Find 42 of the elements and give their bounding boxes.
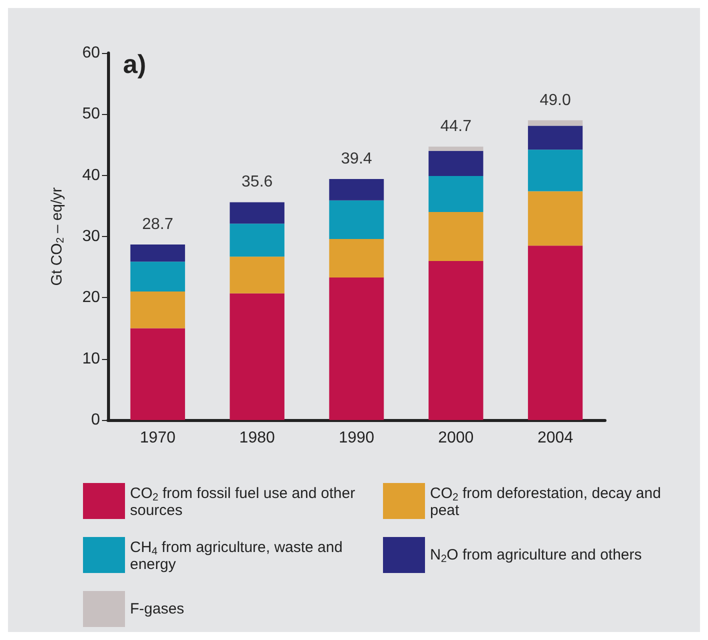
y-tick-label: 30 bbox=[82, 228, 100, 245]
y-tick-label: 20 bbox=[82, 289, 100, 306]
bar bbox=[528, 126, 583, 150]
bar bbox=[528, 191, 583, 246]
bar bbox=[230, 224, 284, 257]
y-tick-label: 0 bbox=[91, 412, 100, 428]
y-tick-label: 40 bbox=[82, 166, 100, 184]
bar bbox=[230, 202, 284, 224]
x-tick-label: 2000 bbox=[438, 430, 474, 446]
bar bbox=[329, 179, 384, 200]
bar bbox=[230, 256, 284, 294]
bar bbox=[130, 244, 186, 262]
bar bbox=[130, 328, 186, 420]
total-label: 35.6 bbox=[242, 174, 273, 191]
bar bbox=[329, 238, 384, 278]
bar bbox=[528, 120, 583, 126]
x-tick-label: 1970 bbox=[140, 430, 176, 446]
y-tick-label: 10 bbox=[82, 350, 100, 368]
bar bbox=[528, 246, 583, 420]
total-label: 39.4 bbox=[340, 150, 372, 168]
bar bbox=[329, 200, 384, 239]
bar bbox=[428, 146, 484, 151]
x-tick-label: 1980 bbox=[239, 430, 275, 446]
bar bbox=[329, 277, 384, 420]
bar bbox=[130, 262, 186, 292]
bar bbox=[428, 260, 484, 420]
bar bbox=[428, 176, 484, 212]
y-tick-label: 50 bbox=[82, 106, 100, 123]
bar bbox=[428, 212, 484, 261]
bar bbox=[528, 150, 583, 192]
bar bbox=[130, 292, 186, 328]
x-tick-label: 1990 bbox=[338, 430, 374, 446]
x-tick-label: 2004 bbox=[538, 430, 574, 446]
legend-label: F-gases bbox=[130, 600, 184, 618]
total-label: 28.7 bbox=[142, 216, 174, 233]
total-label: 49.0 bbox=[540, 92, 571, 109]
y-tick-label: 60 bbox=[82, 44, 100, 62]
total-label: 44.7 bbox=[440, 118, 472, 136]
chart-title: a) bbox=[123, 49, 146, 79]
bar bbox=[230, 293, 284, 420]
y-axis-title: Gt CO2 – eq/yr bbox=[48, 187, 66, 286]
bar bbox=[428, 150, 484, 176]
